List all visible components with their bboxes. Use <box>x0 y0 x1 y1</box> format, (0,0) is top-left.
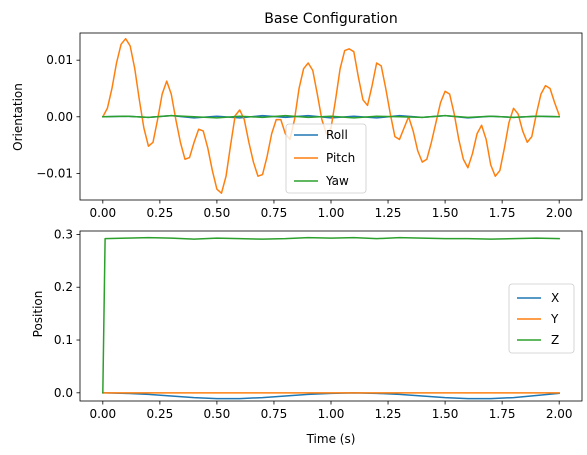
y-tick-label: 0.2 <box>54 280 73 294</box>
position-subplot: Position Time (s) 0.00 0.25 0.50 0.75 1.00 1.… <box>31 227 583 446</box>
x-tick-label: 1.25 <box>375 407 402 421</box>
x-tick-label: 0.25 <box>147 206 174 220</box>
y-tick-label: 0.3 <box>54 227 73 241</box>
x-tick-label: 1.75 <box>489 407 516 421</box>
y-tick-label: 0.0 <box>54 386 73 400</box>
plot-area-frame <box>79 32 583 201</box>
legend-y-label: Y <box>550 312 559 326</box>
x-tick-label: 1.50 <box>432 206 459 220</box>
y-tick-label: −0.01 <box>36 166 73 180</box>
x-tick-label: 0.25 <box>147 407 174 421</box>
legend-yaw-label: Yaw <box>325 174 349 188</box>
x-tick-label: 2.00 <box>546 206 573 220</box>
y-tick-label: 0.01 <box>46 53 73 67</box>
legend-x-label: X <box>551 291 559 305</box>
legend-z-label: Z <box>551 333 559 347</box>
legend: X Y Z <box>508 283 575 354</box>
legend-box <box>508 283 575 354</box>
x-tick-label: 2.00 <box>546 407 573 421</box>
x-axis-label: Time (s) <box>306 432 356 446</box>
plot-area-frame <box>79 230 583 402</box>
x-axis: 0.00 0.25 0.50 0.75 1.00 1.25 1.50 1.75 2.00 <box>89 200 573 220</box>
y-tick-label: 0.00 <box>46 110 73 124</box>
y-axis-label: Position <box>31 291 45 338</box>
x-tick-label: 1.75 <box>489 206 516 220</box>
x-tick-label: 1.00 <box>318 206 345 220</box>
chart-title: Base Configuration <box>264 11 398 27</box>
x-tick-label: 0.00 <box>89 407 116 421</box>
x-tick-label: 0.00 <box>89 206 116 220</box>
x-tick-label: 0.75 <box>261 206 288 220</box>
series-z-line <box>102 236 560 394</box>
x-tick-label: 1.25 <box>375 206 402 220</box>
y-axis: 0.0 0.1 0.2 0.3 <box>54 227 80 400</box>
series-group <box>102 236 560 400</box>
x-tick-label: 0.50 <box>204 206 231 220</box>
legend-roll-label: Roll <box>326 128 348 142</box>
x-tick-label: 0.50 <box>204 407 231 421</box>
orientation-subplot: Base Configuration Orientation 0.00 0.25 0… <box>11 11 583 220</box>
x-tick-label: 1.50 <box>432 407 459 421</box>
x-tick-label: 0.75 <box>261 407 288 421</box>
y-tick-label: 0.1 <box>54 333 73 347</box>
legend-pitch-label: Pitch <box>326 151 355 165</box>
x-tick-label: 1.00 <box>318 407 345 421</box>
x-axis: 0.00 0.25 0.50 0.75 1.00 1.25 1.50 1.75 2.00 <box>89 401 573 421</box>
legend-box <box>285 123 367 194</box>
legend: Roll Pitch Yaw <box>285 123 367 194</box>
series-yaw-line <box>102 114 560 119</box>
y-axis-label: Orientation <box>11 83 25 151</box>
y-axis: −0.01 0.00 0.01 <box>36 53 80 180</box>
